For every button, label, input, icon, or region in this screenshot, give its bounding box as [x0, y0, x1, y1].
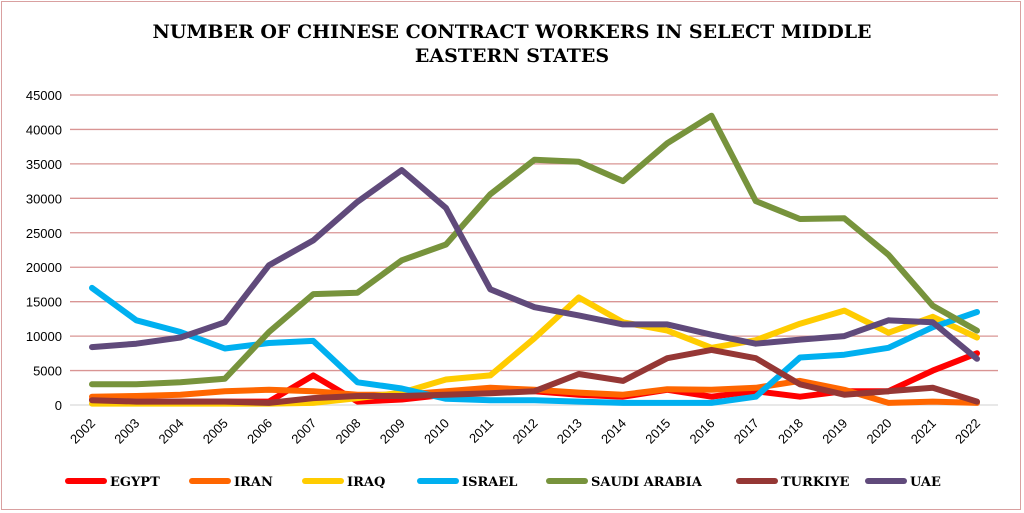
x-tick-label: 2013	[554, 416, 585, 447]
x-tick-label: 2005	[200, 416, 231, 447]
legend-item-iran: IRAN	[189, 475, 273, 490]
x-tick-label: 2022	[952, 416, 983, 447]
x-tick-label: 2021	[908, 416, 939, 447]
legend-label: SAUDI ARABIA	[591, 475, 703, 490]
x-tick-label: 2007	[288, 416, 319, 447]
y-tick-label: 15000	[26, 295, 62, 310]
x-tick-label: 2009	[377, 416, 408, 447]
y-tick-label: 45000	[26, 88, 62, 103]
y-tick-label: 40000	[26, 122, 62, 137]
legend-label: ISRAEL	[462, 475, 517, 490]
legend-label: IRAN	[234, 475, 273, 490]
y-tick-label: 10000	[26, 329, 62, 344]
chart-title-line-1: NUMBER OF CHINESE CONTRACT WORKERS IN SE…	[152, 21, 871, 43]
legend-item-egypt: EGYPT	[65, 475, 160, 490]
x-tick-label: 2011	[466, 416, 496, 446]
chart-title-line-2: EASTERN STATES	[415, 45, 609, 67]
y-tick-label: 20000	[26, 260, 62, 275]
x-tick-label: 2014	[598, 416, 629, 447]
legend-item-iraq: IRAQ	[302, 475, 385, 490]
legend-label: IRAQ	[347, 475, 385, 490]
x-tick-label: 2015	[642, 416, 673, 447]
y-tick-label: 0	[55, 398, 62, 413]
legend-label: EGYPT	[110, 475, 160, 490]
x-tick-label: 2018	[775, 416, 806, 447]
x-tick-label: 2004	[156, 416, 187, 447]
legend-item-saudi-arabia: SAUDI ARABIA	[546, 475, 703, 490]
x-tick-label: 2006	[244, 416, 275, 447]
y-tick-label: 5000	[33, 364, 62, 379]
legend-item-uae: UAE	[865, 475, 941, 490]
x-tick-label: 2016	[687, 416, 718, 447]
x-tick-label: 2012	[510, 416, 541, 447]
x-tick-label: 2010	[421, 416, 452, 447]
x-tick-label: 2019	[819, 416, 850, 447]
x-tick-label: 2002	[67, 416, 98, 447]
x-tick-label: 2020	[864, 416, 895, 447]
legend-label: TURKIYE	[781, 475, 849, 490]
y-tick-label: 35000	[26, 157, 62, 172]
legend-label: UAE	[910, 475, 941, 490]
y-tick-label: 25000	[26, 226, 62, 241]
x-tick-label: 2003	[111, 416, 142, 447]
y-tick-label: 30000	[26, 191, 62, 206]
legend-item-turkiye: TURKIYE	[736, 475, 849, 490]
x-tick-label: 2008	[333, 416, 364, 447]
x-tick-label: 2017	[731, 416, 762, 447]
legend-item-israel: ISRAEL	[417, 475, 517, 490]
series-line-saudi-arabia	[89, 112, 980, 388]
